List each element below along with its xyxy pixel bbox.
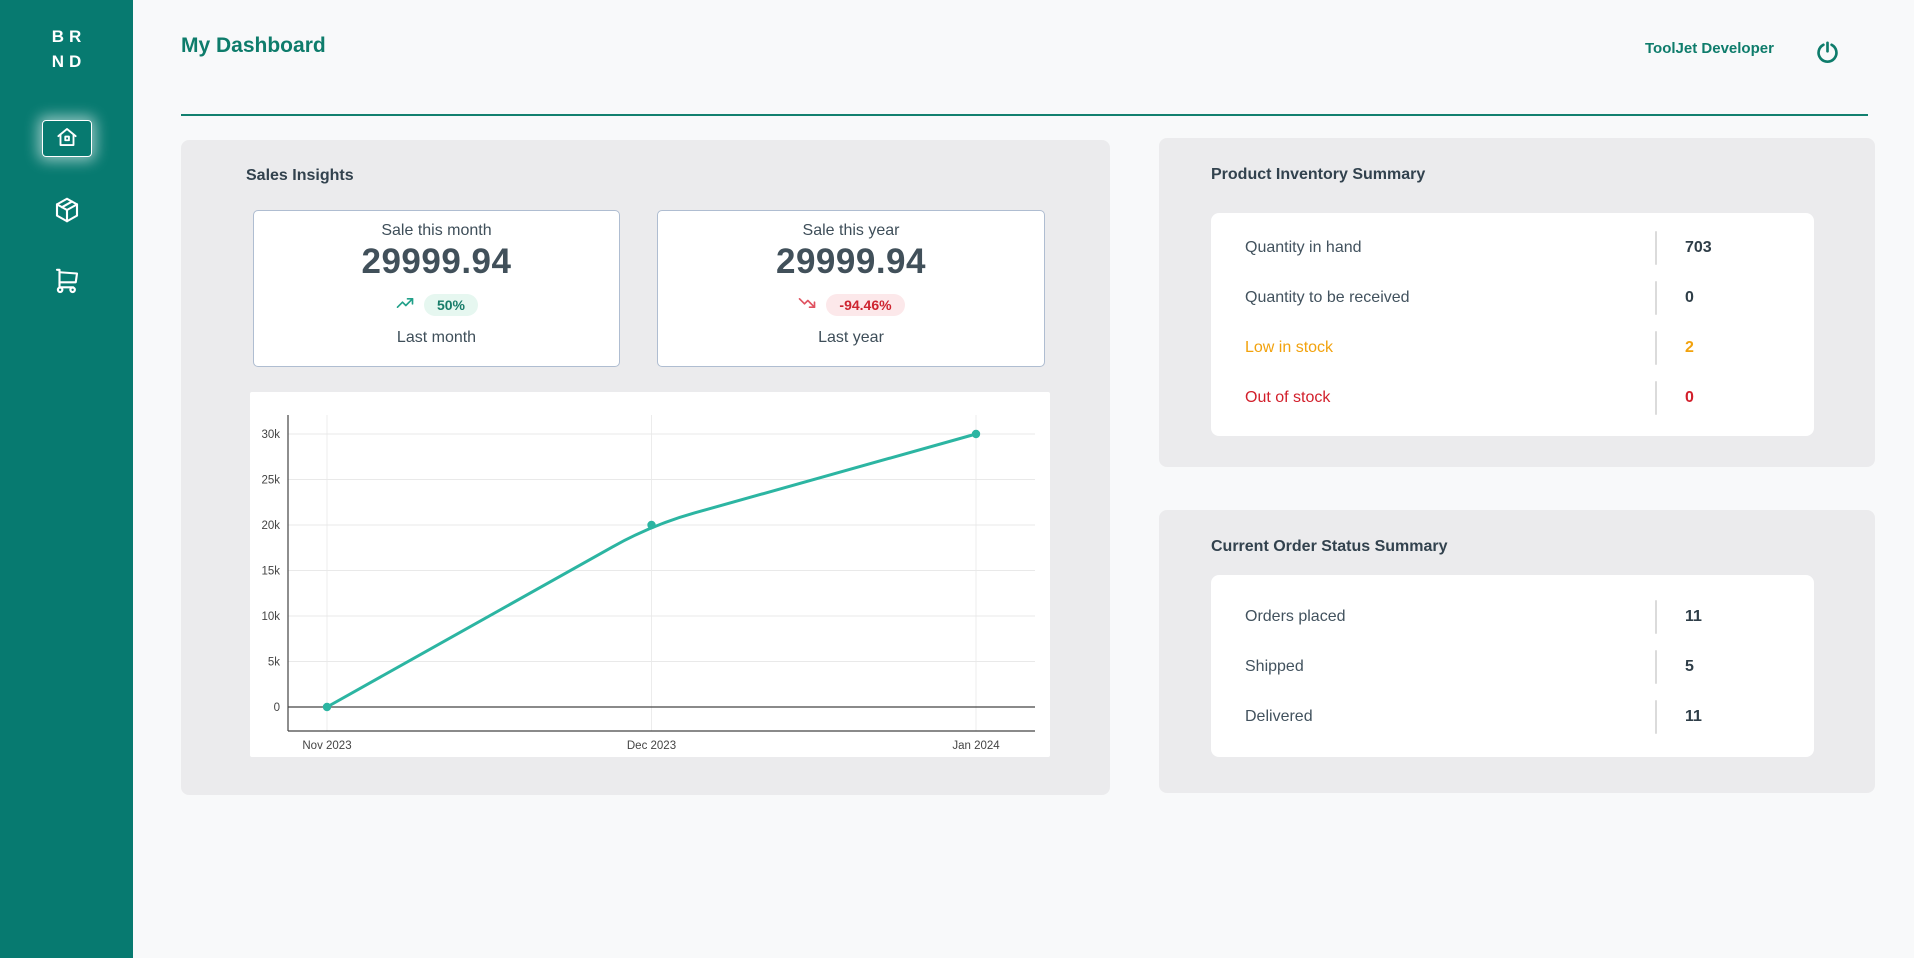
order-row-orders-placed: Orders placed 11: [1211, 592, 1814, 642]
brand-logo-line2: ND: [51, 51, 87, 71]
row-divider: [1655, 381, 1657, 415]
row-divider: [1655, 600, 1657, 634]
delta-badge: -94.46%: [826, 294, 905, 316]
order-row-shipped: Shipped 5: [1211, 642, 1814, 692]
inventory-row-low-in-stock: Low in stock 2: [1211, 323, 1814, 373]
order-row-delivered: Delivered 11: [1211, 692, 1814, 742]
row-label: Low in stock: [1245, 339, 1334, 356]
stat-card-sale-this-month: Sale this month 29999.94 50% Last month: [253, 210, 620, 367]
cart-icon: [52, 266, 82, 299]
sales-insights-panel: Sales Insights Sale this month 29999.94 …: [181, 140, 1110, 795]
package-icon: [52, 195, 82, 228]
stat-label: Sale this year: [802, 222, 900, 239]
svg-text:30k: 30k: [261, 429, 280, 441]
home-icon: [54, 124, 80, 153]
row-label: Quantity to be received: [1245, 289, 1410, 306]
row-label: Out of stock: [1245, 389, 1331, 406]
inventory-summary-panel: Product Inventory Summary Quantity in ha…: [1159, 138, 1875, 467]
order-status-title: Current Order Status Summary: [1211, 538, 1448, 555]
row-divider: [1655, 231, 1657, 265]
trend-badge: -94.46%: [797, 293, 905, 318]
svg-text:25k: 25k: [261, 475, 280, 487]
order-status-card: Orders placed 11 Shipped 5 Delivered 11: [1211, 575, 1814, 757]
header-divider: [181, 114, 1868, 116]
svg-text:0: 0: [274, 702, 280, 714]
sidebar-item-home[interactable]: [41, 120, 92, 157]
svg-text:5k: 5k: [268, 657, 280, 669]
row-label: Delivered: [1245, 708, 1313, 725]
sidebar-item-products[interactable]: [52, 195, 82, 228]
svg-text:20k: 20k: [261, 520, 280, 532]
brand-logo-line1: BR: [51, 27, 87, 46]
delta-badge: 50%: [423, 294, 479, 316]
stat-label: Sale this month: [381, 222, 492, 239]
trending-up-icon: [395, 293, 415, 318]
svg-text:Dec 2023: Dec 2023: [627, 740, 676, 752]
trending-down-icon: [797, 293, 817, 318]
row-value: 0: [1685, 289, 1694, 306]
inventory-row-quantity-to-be-received: Quantity to be received 0: [1211, 273, 1814, 323]
page-title: My Dashboard: [181, 34, 326, 57]
line-chart-canvas[interactable]: 0 5k 10k 15k 20k 25k 30k Nov 2023 Dec 2023 Jan 20…: [250, 392, 1050, 757]
row-value: 11: [1685, 708, 1702, 725]
stat-card-sale-this-year: Sale this year 29999.94 -94.46% Last yea…: [657, 210, 1045, 367]
row-value: 5: [1685, 658, 1694, 675]
power-icon: [1813, 38, 1842, 70]
main-content: My Dashboard ToolJet Developer Sales Ins…: [133, 0, 1914, 958]
sales-insights-title: Sales Insights: [246, 167, 354, 184]
inventory-summary-card: Quantity in hand 703 Quantity to be rece…: [1211, 213, 1814, 436]
row-label: Shipped: [1245, 658, 1304, 675]
logout-button[interactable]: [1809, 36, 1845, 72]
svg-text:Jan 2024: Jan 2024: [952, 740, 1000, 752]
row-label: Orders placed: [1245, 608, 1346, 625]
row-value: 703: [1685, 239, 1712, 256]
svg-text:Nov 2023: Nov 2023: [302, 740, 351, 752]
sidebar-nav: [0, 120, 133, 299]
inventory-row-quantity-in-hand: Quantity in hand 703: [1211, 223, 1814, 273]
stat-value: 29999.94: [776, 242, 926, 281]
row-value: 11: [1685, 608, 1702, 625]
trend-badge: 50%: [395, 293, 479, 318]
row-divider: [1655, 700, 1657, 734]
stat-period: Last month: [396, 329, 477, 346]
inventory-row-out-of-stock: Out of stock 0: [1211, 373, 1814, 423]
user-label: ToolJet Developer: [1645, 40, 1774, 57]
svg-text:15k: 15k: [261, 566, 280, 578]
order-status-panel: Current Order Status Summary Orders plac…: [1159, 510, 1875, 793]
row-divider: [1655, 281, 1657, 315]
row-value: 0: [1685, 389, 1694, 406]
row-divider: [1655, 331, 1657, 365]
row-value: 2: [1685, 339, 1694, 356]
inventory-summary-title: Product Inventory Summary: [1211, 166, 1426, 183]
sidebar-item-orders[interactable]: [52, 266, 82, 299]
brand-logo: BR ND: [0, 25, 133, 74]
svg-text:10k: 10k: [261, 611, 280, 623]
stat-value: 29999.94: [361, 242, 512, 281]
sales-line-chart[interactable]: 0 5k 10k 15k 20k 25k 30k Nov 2023 Dec 2023 Jan 20…: [250, 392, 1050, 757]
stat-period: Last year: [818, 329, 884, 346]
sidebar: BR ND: [0, 0, 133, 958]
row-label: Quantity in hand: [1245, 239, 1362, 256]
row-divider: [1655, 650, 1657, 684]
